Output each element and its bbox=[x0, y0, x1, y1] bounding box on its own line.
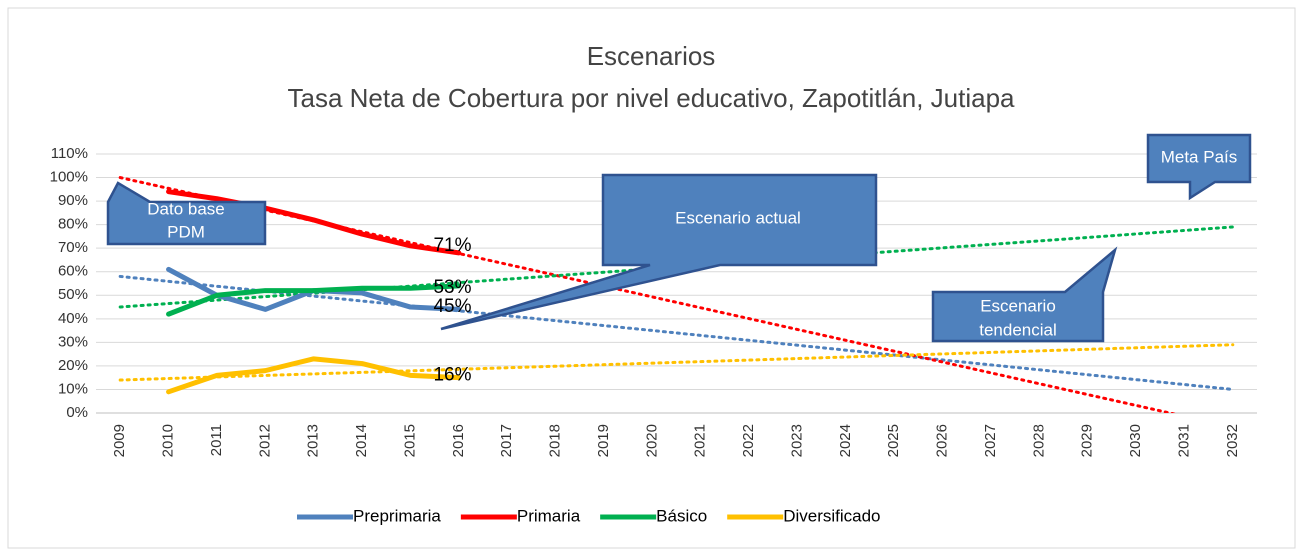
x-tick-label: 2032 bbox=[1224, 424, 1241, 457]
x-tick-label: 2020 bbox=[643, 424, 660, 457]
x-tick-label: 2015 bbox=[401, 424, 418, 457]
legend-label: Primaria bbox=[517, 506, 581, 525]
callout-text: Escenario bbox=[980, 296, 1056, 315]
y-tick-label: 0% bbox=[66, 404, 88, 421]
x-tick-label: 2012 bbox=[256, 424, 273, 457]
callout-shape bbox=[106, 181, 267, 246]
x-tick-label: 2019 bbox=[595, 424, 612, 457]
x-tick-label: 2029 bbox=[1079, 424, 1096, 457]
series-line bbox=[166, 189, 462, 256]
data-label: 53% bbox=[433, 277, 471, 298]
trendline bbox=[118, 225, 1235, 309]
trendline bbox=[118, 274, 1235, 391]
y-tick-label: 30% bbox=[58, 333, 88, 350]
callout-text: Meta País bbox=[1161, 147, 1238, 166]
y-tick-label: 40% bbox=[58, 310, 88, 327]
data-label: 71% bbox=[433, 235, 471, 256]
x-tick-label: 2024 bbox=[837, 424, 854, 457]
series-line bbox=[166, 356, 462, 395]
y-tick-label: 90% bbox=[58, 192, 88, 209]
x-tick-label: 2027 bbox=[982, 424, 999, 457]
x-tick-label: 2022 bbox=[740, 424, 757, 457]
x-tick-label: 2013 bbox=[305, 424, 322, 457]
x-tick-label: 2011 bbox=[208, 424, 225, 456]
callout-text: PDM bbox=[167, 222, 205, 241]
y-tick-label: 80% bbox=[58, 216, 88, 233]
y-tick-label: 60% bbox=[58, 263, 88, 280]
x-tick-label: 2018 bbox=[547, 424, 564, 457]
x-tick-label: 2023 bbox=[788, 424, 805, 457]
callout-text: Dato base bbox=[147, 199, 225, 218]
legend-label: Preprimaria bbox=[353, 506, 441, 525]
callout-text: tendencial bbox=[979, 320, 1057, 339]
x-tick-label: 2021 bbox=[692, 424, 709, 457]
data-label: 45% bbox=[433, 296, 471, 317]
chart-title: Escenarios bbox=[587, 41, 716, 71]
x-tick-label: 2010 bbox=[160, 424, 177, 457]
y-tick-label: 10% bbox=[58, 380, 88, 397]
y-tick-label: 110% bbox=[51, 145, 88, 162]
x-tick-label: 2025 bbox=[885, 424, 902, 457]
x-tick-label: 2031 bbox=[1175, 424, 1192, 457]
y-tick-label: 20% bbox=[58, 357, 88, 374]
x-tick-label: 2017 bbox=[498, 424, 515, 457]
x-tick-label: 2014 bbox=[353, 424, 370, 457]
x-tick-label: 2016 bbox=[450, 424, 467, 457]
legend-label: Diversificado bbox=[783, 506, 880, 525]
callout-shape bbox=[931, 246, 1118, 343]
x-tick-label: 2009 bbox=[111, 424, 128, 457]
callout-shape bbox=[1146, 133, 1252, 201]
callout-text: Escenario actual bbox=[675, 208, 801, 227]
y-tick-label: 50% bbox=[58, 286, 88, 303]
x-tick-label: 2028 bbox=[1030, 424, 1047, 457]
x-tick-label: 2030 bbox=[1127, 424, 1144, 457]
data-label: 16% bbox=[433, 364, 471, 385]
legend-label: Básico bbox=[656, 506, 707, 525]
chart-subtitle: Tasa Neta de Cobertura por nivel educati… bbox=[288, 83, 1016, 113]
series-line bbox=[166, 283, 462, 317]
callout-shape bbox=[440, 173, 878, 331]
y-tick-label: 100% bbox=[50, 169, 88, 186]
y-tick-label: 70% bbox=[58, 239, 88, 256]
x-tick-label: 2026 bbox=[934, 424, 951, 457]
